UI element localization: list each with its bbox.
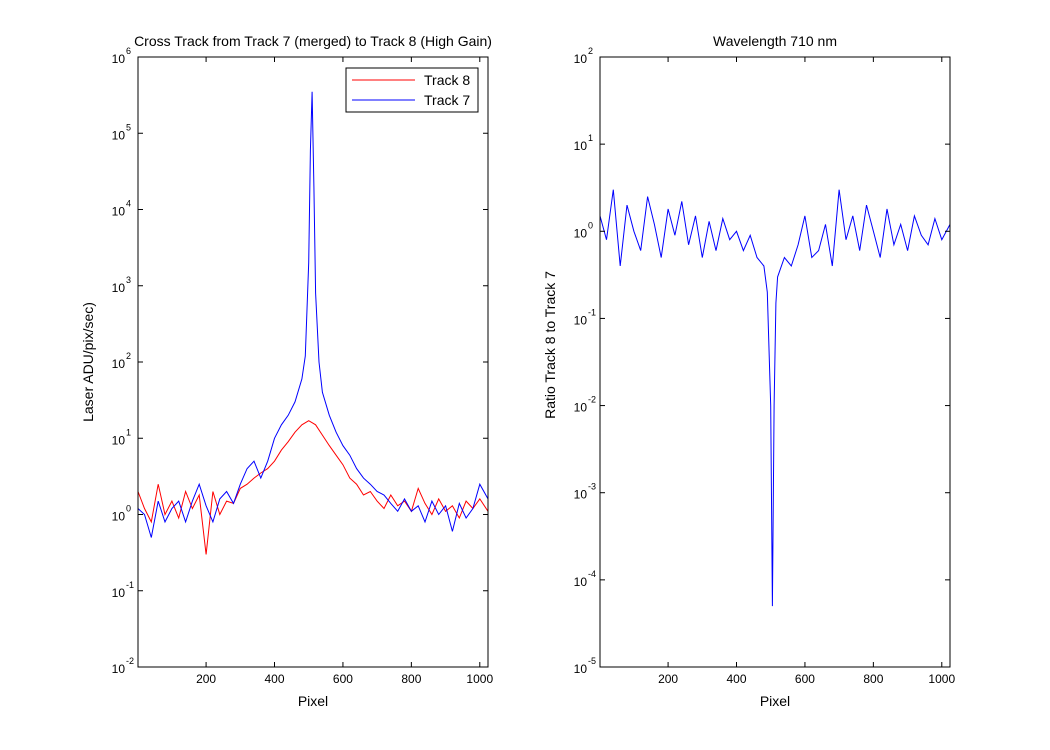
right-x-tick-label: 200 — [658, 672, 678, 686]
right-x-tick-label: 1000 — [928, 672, 955, 686]
left-y-tick-label: 10 — [112, 128, 126, 142]
left-y-tick-label: 10 — [112, 433, 126, 447]
legend-box — [345, 67, 479, 113]
legend-label-track-7: Track 7 — [424, 92, 470, 108]
right-chart: Wavelength 710 nm Pixel Ratio Track 8 to… — [542, 33, 955, 709]
left-legend[interactable]: Track 8 Track 7 — [345, 67, 479, 113]
left-y-tick-exponent: 2 — [126, 351, 131, 361]
right-y-tick-label: 10 — [574, 575, 588, 589]
left-y-tick-exponent: 6 — [126, 46, 131, 56]
left-x-tick-label: 1000 — [466, 672, 493, 686]
left-series-group — [137, 91, 489, 555]
right-x-tick-label: 400 — [726, 672, 746, 686]
right-series-group — [599, 189, 951, 607]
right-chart-title: Wavelength 710 nm — [713, 33, 837, 49]
right-y-tick-exponent: 2 — [588, 46, 593, 56]
left-x-tick-label: 400 — [264, 672, 284, 686]
left-line-track-8 — [137, 420, 489, 555]
right-x-tick-label: 600 — [795, 672, 815, 686]
right-y-tick-label: 10 — [574, 226, 588, 240]
left-y-tick-exponent: 4 — [126, 199, 131, 209]
left-x-tick-label: 200 — [196, 672, 216, 686]
right-y-tick-exponent: -3 — [588, 482, 596, 492]
right-y-tick-label: 10 — [574, 139, 588, 153]
right-y-tick-exponent: 0 — [588, 220, 593, 230]
left-ticks-group: 200 400 600 800 100010-210-11001011021031041… — [112, 46, 494, 686]
left-y-tick-label: 10 — [112, 510, 126, 524]
right-y-tick-exponent: -4 — [588, 569, 596, 579]
left-y-tick-label: 10 — [112, 662, 126, 676]
left-y-tick-label: 10 — [112, 586, 126, 600]
right-y-tick-label: 10 — [574, 488, 588, 502]
left-y-tick-label: 10 — [112, 357, 126, 371]
left-y-tick-label: 10 — [112, 281, 126, 295]
legend-label-track-8: Track 8 — [424, 72, 470, 88]
right-y-tick-exponent: -1 — [588, 307, 596, 317]
right-line-series-0 — [599, 189, 951, 607]
left-y-tick-exponent: -1 — [126, 580, 134, 590]
left-y-tick-exponent: 1 — [126, 427, 131, 437]
right-y-tick-label: 10 — [574, 52, 588, 66]
right-ticks-group: 200 400 600 800 100010-510-410-310-210-11001… — [574, 46, 956, 686]
left-y-tick-label: 10 — [112, 205, 126, 219]
left-x-tick-label: 800 — [401, 672, 421, 686]
left-y-tick-exponent: -2 — [126, 656, 134, 666]
right-y-axis-label: Ratio Track 8 to Track 7 — [542, 271, 558, 419]
left-chart-title: Cross Track from Track 7 (merged) to Tra… — [134, 33, 492, 49]
left-y-tick-exponent: 0 — [126, 504, 131, 514]
left-y-tick-exponent: 3 — [126, 275, 131, 285]
right-plot-frame — [599, 56, 951, 668]
left-chart: Cross Track from Track 7 (merged) to Tra… — [80, 33, 493, 709]
right-y-tick-label: 10 — [574, 313, 588, 327]
right-x-tick-label: 800 — [863, 672, 883, 686]
left-x-tick-label: 600 — [333, 672, 353, 686]
left-y-axis-label: Laser ADU/pix/sec) — [80, 302, 96, 422]
right-y-tick-exponent: -5 — [588, 656, 596, 666]
right-y-tick-label: 10 — [574, 401, 588, 415]
right-y-tick-label: 10 — [574, 662, 588, 676]
right-y-tick-exponent: -2 — [588, 395, 596, 405]
right-x-axis-label: Pixel — [760, 693, 790, 709]
left-y-tick-label: 10 — [112, 52, 126, 66]
left-x-axis-label: Pixel — [298, 693, 328, 709]
left-y-tick-exponent: 5 — [126, 122, 131, 132]
left-plot-frame — [137, 56, 489, 668]
left-line-track-7 — [137, 91, 489, 538]
right-y-tick-exponent: 1 — [588, 133, 593, 143]
